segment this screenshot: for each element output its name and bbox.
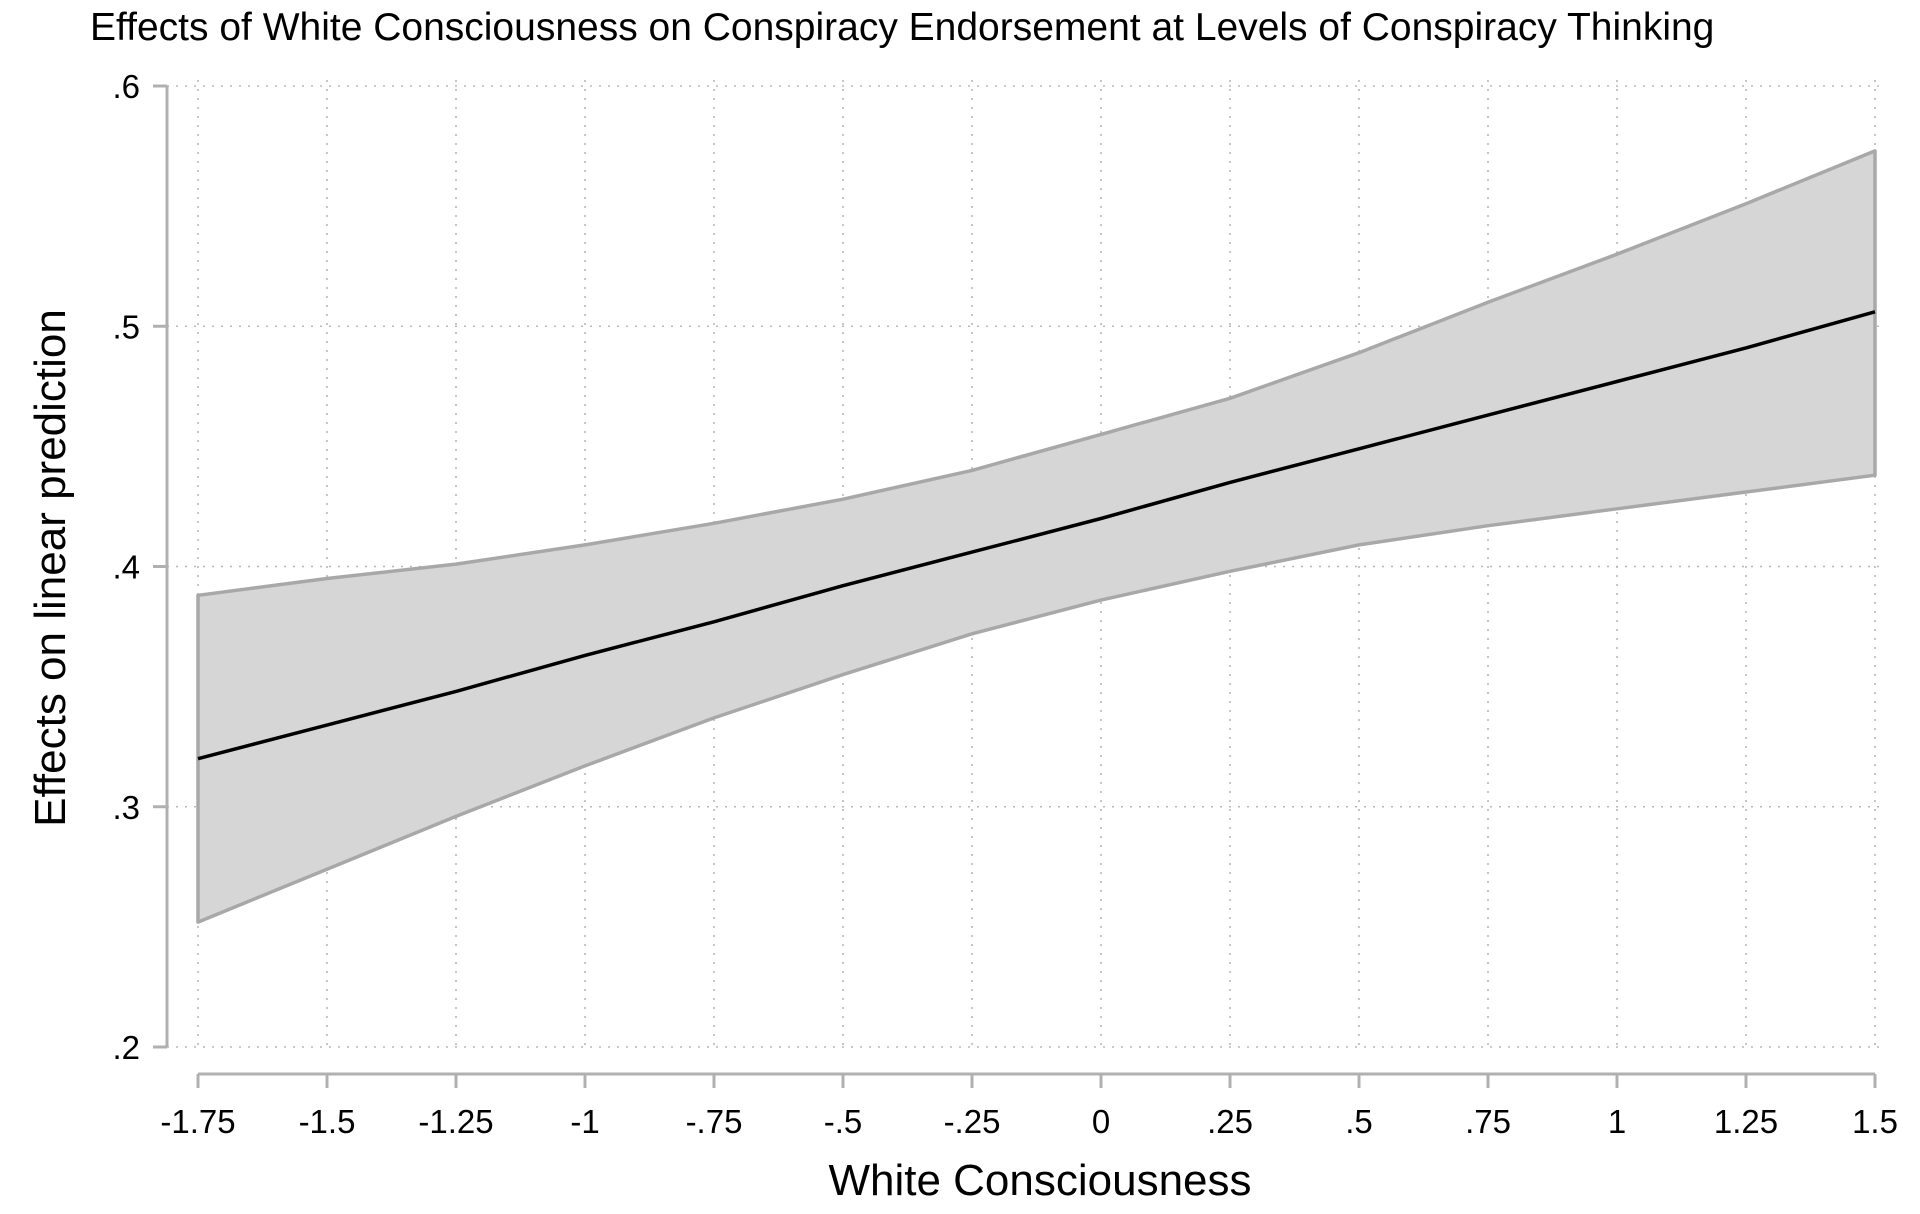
chart-title: Effects of White Consciousness on Conspi…: [90, 6, 1714, 49]
x-axis-title: White Consciousness: [828, 1156, 1251, 1205]
y-tick-label: .4: [112, 549, 140, 586]
x-tick-label: 0: [1092, 1103, 1110, 1140]
x-tick-label: .75: [1465, 1103, 1511, 1140]
estimate-line-layer: [197, 310, 1876, 761]
x-tick-label: -.5: [824, 1103, 863, 1140]
x-tick-label: .5: [1345, 1103, 1373, 1140]
x-tick-label: -.75: [686, 1103, 743, 1140]
y-axis-title: Effects on linear prediction: [26, 309, 75, 827]
x-tick-label: 1.5: [1852, 1103, 1898, 1140]
x-tick-label: -1.5: [299, 1103, 356, 1140]
x-tick-label: -1.25: [418, 1103, 493, 1140]
x-tick-label: -1: [570, 1103, 599, 1140]
x-tick-label: 1.25: [1714, 1103, 1778, 1140]
axes: [153, 84, 1877, 1088]
y-tick-label: .6: [112, 68, 140, 105]
x-tick-label: -1.75: [160, 1103, 235, 1140]
x-tick-label: .25: [1207, 1103, 1253, 1140]
y-tick-label: .3: [112, 789, 140, 826]
estimate-line: [197, 310, 1876, 761]
tick-labels: .2 .3 .4 .5 .6 -1.75 -1.5 -1.25 -1 -.75 -.5 -.25 0 .2…: [112, 68, 1897, 1140]
y-tick-label: .5: [112, 308, 140, 345]
y-tick-label: .2: [112, 1029, 140, 1066]
x-tick-label: 1: [1608, 1103, 1626, 1140]
x-tick-label: -.25: [944, 1103, 1001, 1140]
